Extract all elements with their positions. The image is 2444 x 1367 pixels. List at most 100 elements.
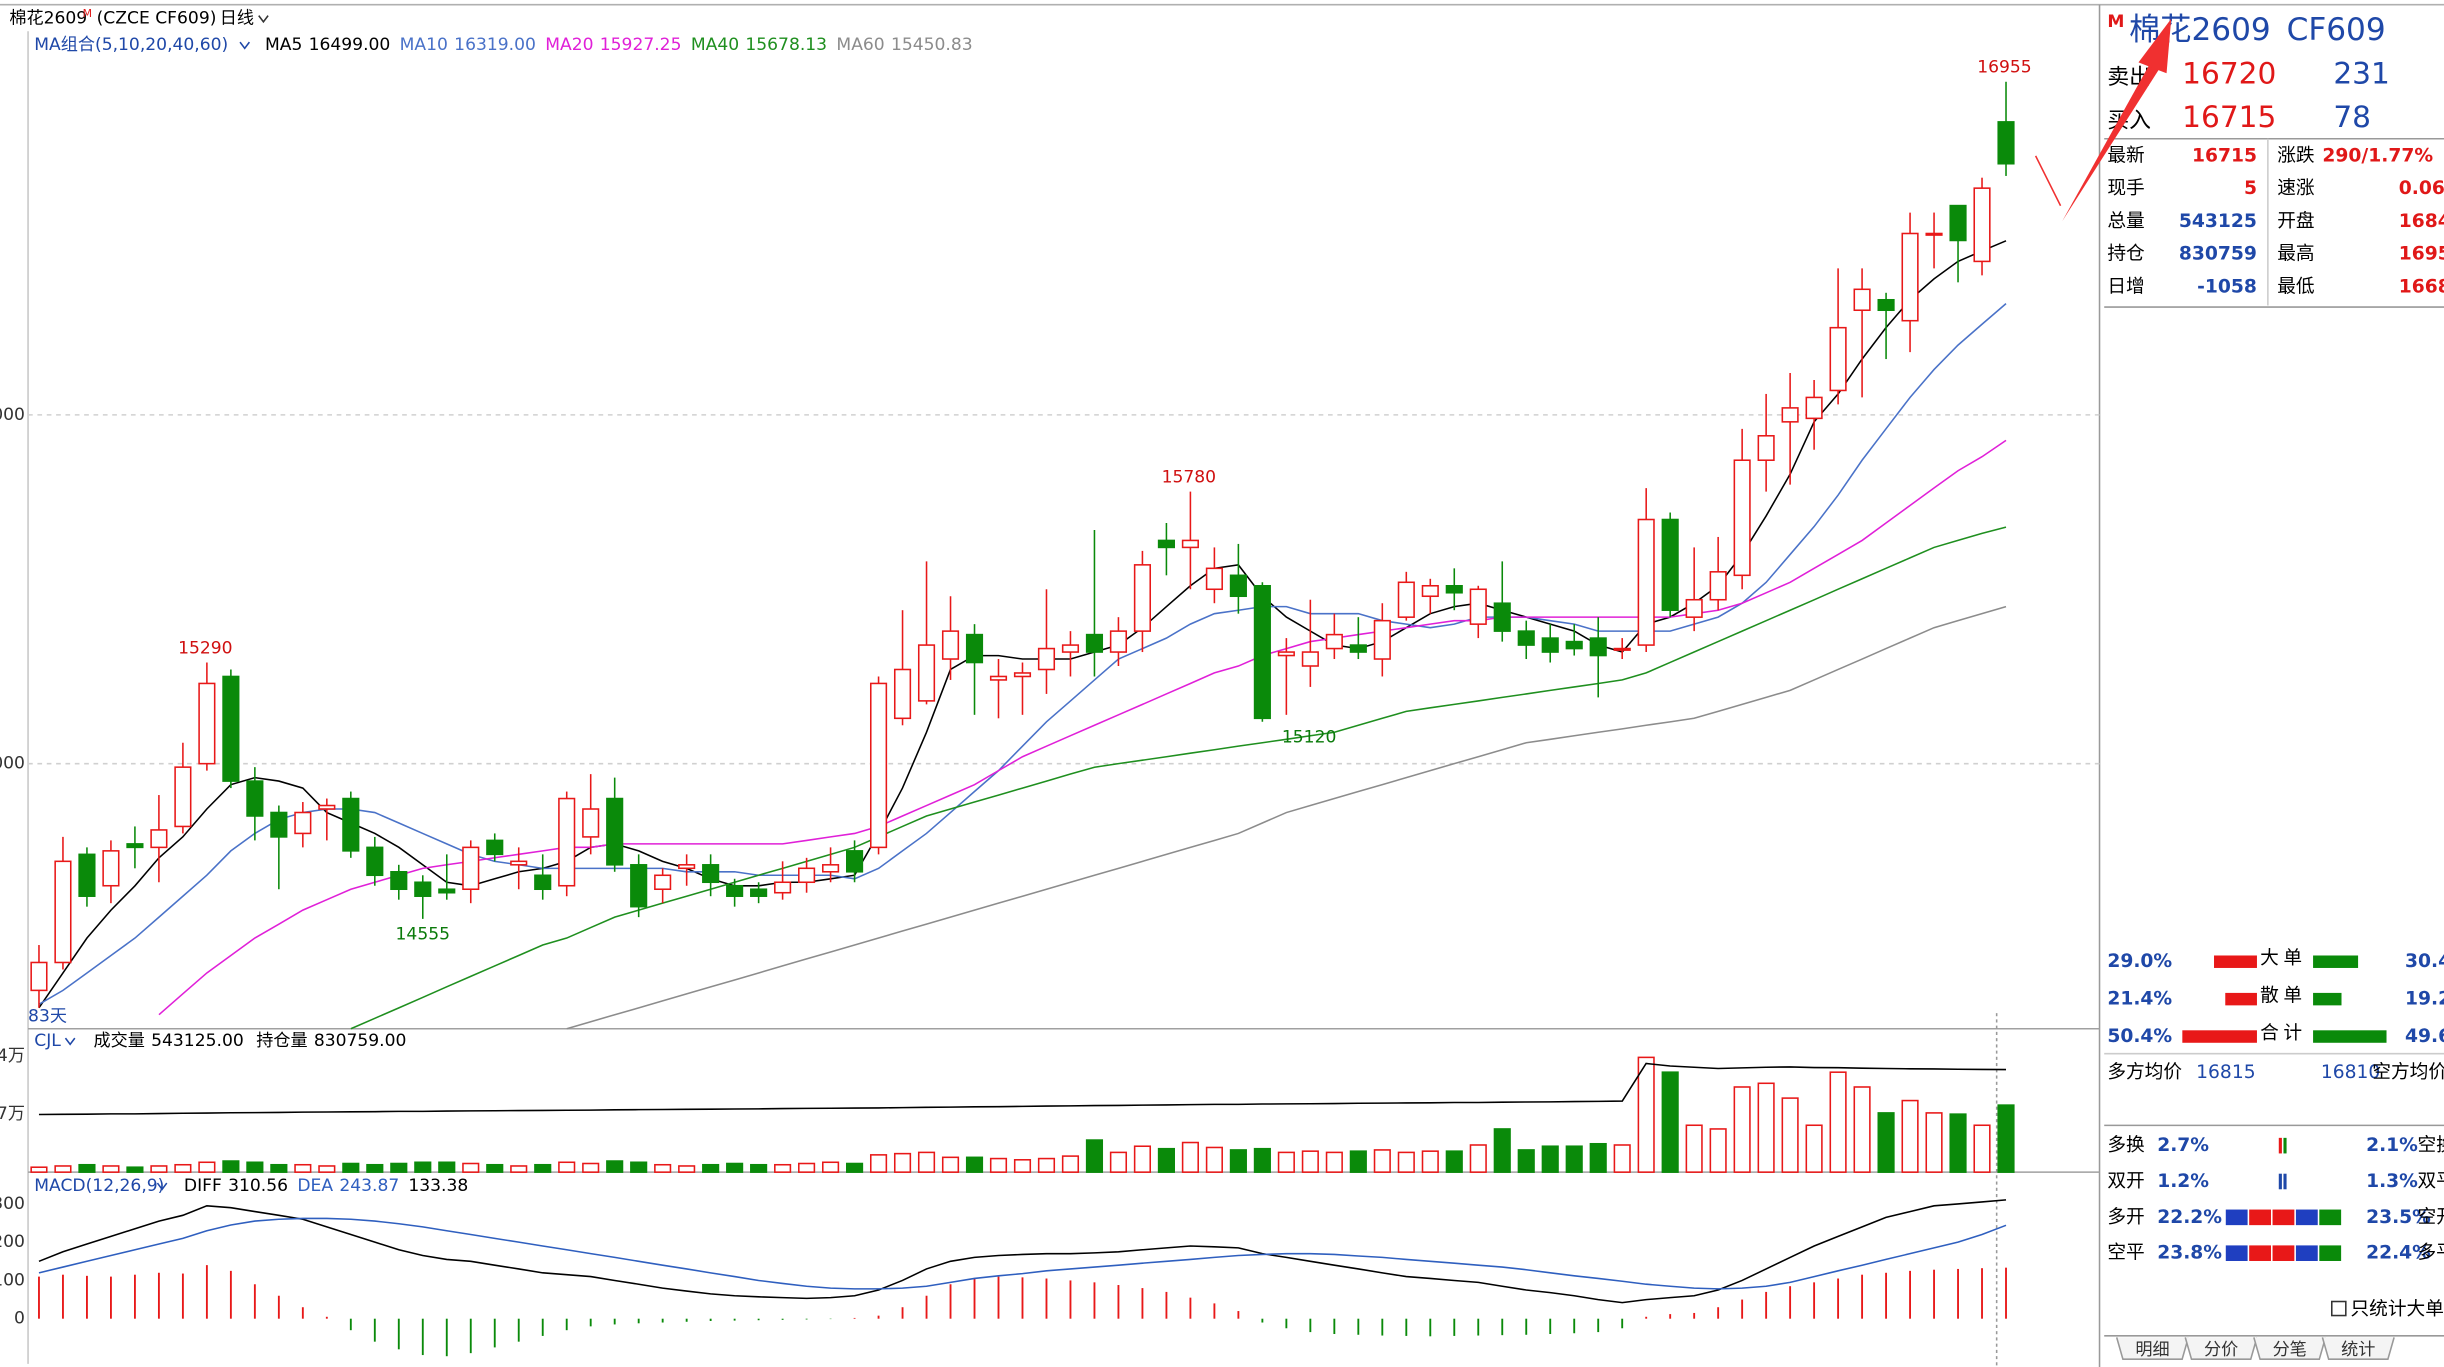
candle-body [1637, 518, 1655, 646]
candle-body [366, 846, 384, 877]
dropdown-icon[interactable] [64, 1037, 76, 1046]
low-label: 15120 [1282, 727, 1336, 747]
volume-bar [1685, 1124, 1703, 1173]
bid-volume: 78 [2333, 100, 2371, 134]
volume-bar [1901, 1099, 1919, 1173]
candle-body [1853, 288, 1871, 312]
candle-body [54, 860, 72, 964]
candle-body [1037, 647, 1056, 671]
candle-body [414, 881, 432, 897]
volume-bar [534, 1163, 552, 1173]
candle-body [1229, 574, 1247, 598]
legend-entry: MA5 16499.00 [265, 35, 390, 55]
tab [2184, 1337, 2258, 1360]
quote-value: 0.06% [2399, 178, 2444, 199]
candle-body [965, 633, 984, 664]
period-label: 83天 [28, 1006, 67, 1026]
sell-pct: 30.4% [2405, 951, 2444, 972]
candle-body [1349, 644, 1367, 653]
volume-bar [1541, 1145, 1559, 1173]
candle-body [486, 839, 504, 856]
flow-pct: 23.5% [2366, 1207, 2431, 1228]
flow-label: 双开 [2107, 1171, 2144, 1192]
flow-icon [2278, 1137, 2282, 1154]
sell-bar [2313, 992, 2342, 1006]
macd-line [38, 1199, 2007, 1304]
volume-bar [798, 1162, 816, 1173]
flow-label: 空换 [2418, 1135, 2444, 1156]
ma-legend-title[interactable]: MA组合(5,10,20,40,60) [34, 35, 228, 55]
candle-body [1781, 407, 1799, 423]
volume-bar [222, 1160, 240, 1173]
flow-label: 双平 [2418, 1171, 2444, 1192]
volume-bar [1781, 1097, 1799, 1173]
volume-bar [1397, 1151, 1415, 1173]
volume-legend: CJL [34, 1031, 76, 1051]
quote-value: 5 [2244, 178, 2257, 199]
checkbox-label[interactable]: 只统计大单 [2350, 1299, 2443, 1320]
dropdown-icon[interactable] [156, 1182, 168, 1191]
tab-label[interactable]: 分价 [2204, 1340, 2238, 1360]
legend-entry: MA20 15927.25 [545, 35, 681, 55]
candle-body [774, 881, 792, 894]
candle-body [798, 867, 816, 884]
volume-bar [126, 1166, 144, 1173]
quote-label: 现手 [2107, 178, 2144, 199]
legend-value: 310.56 [228, 1176, 288, 1196]
candle-body [1901, 232, 1919, 322]
open-interest-line [38, 1062, 2007, 1116]
flow-icon [2319, 1209, 2342, 1226]
volume-bar [270, 1163, 288, 1173]
tab-label[interactable]: 明细 [2135, 1340, 2169, 1360]
tab-label[interactable]: 统计 [2341, 1340, 2375, 1360]
volume-bar [1829, 1071, 1847, 1173]
high-label: 15780 [1162, 468, 1216, 488]
candle-body [702, 864, 720, 884]
quote-value: 543125 [2179, 211, 2257, 232]
candle-body [558, 797, 576, 887]
candle-body [438, 888, 456, 894]
volume-bar [174, 1163, 192, 1173]
dropdown-icon[interactable] [258, 15, 269, 24]
candle-body [1565, 640, 1583, 650]
flow-icon [2272, 1245, 2295, 1261]
flow-icon [2249, 1245, 2271, 1261]
period[interactable]: 日线 [220, 9, 254, 29]
candle-body [654, 874, 672, 891]
sell-pct: 49.6% [2405, 1026, 2444, 1047]
volume-bar [414, 1161, 432, 1173]
legend-entry: 成交量 543125.00 持仓量 830759.00 [94, 1031, 407, 1051]
candle-body [150, 829, 168, 849]
tab-label[interactable]: 分笔 [2273, 1340, 2307, 1360]
order-type: 合计 [2260, 1023, 2307, 1044]
candle-body [1133, 564, 1152, 632]
volume-bar [1205, 1146, 1223, 1173]
candle-body [30, 961, 48, 992]
macd-title[interactable]: MACD(12,26,9) [34, 1176, 164, 1196]
flow-label: 多换 [2107, 1135, 2145, 1156]
candle-body [1973, 187, 1991, 263]
dropdown-icon[interactable] [239, 41, 251, 50]
checkbox[interactable] [2330, 1300, 2347, 1317]
volume-bar [438, 1161, 456, 1173]
volume-bar [1709, 1128, 1727, 1173]
volume-bar [1421, 1150, 1439, 1173]
flow-icon [2283, 1173, 2287, 1190]
flow-icon [2319, 1245, 2342, 1261]
candle-body [1925, 232, 1943, 236]
quote-value: -1058 [2197, 276, 2257, 297]
volume-bar [678, 1165, 696, 1173]
legend-name: 持仓量 [256, 1031, 307, 1051]
flow-icon [2272, 1209, 2295, 1226]
quote-value: 290/1.77% [2322, 145, 2433, 166]
candle-body [78, 853, 96, 897]
candle-body [270, 811, 288, 838]
ma-line [38, 303, 2007, 1005]
flow-label: 空平 [2107, 1243, 2144, 1264]
volume-title[interactable]: CJL [34, 1031, 61, 1051]
candle-body [1469, 588, 1487, 625]
quote-label: 涨跌 [2277, 145, 2315, 166]
ma-line [350, 526, 2007, 1030]
y-tick-label: 15000 [0, 754, 25, 774]
candle-body [1517, 630, 1535, 646]
